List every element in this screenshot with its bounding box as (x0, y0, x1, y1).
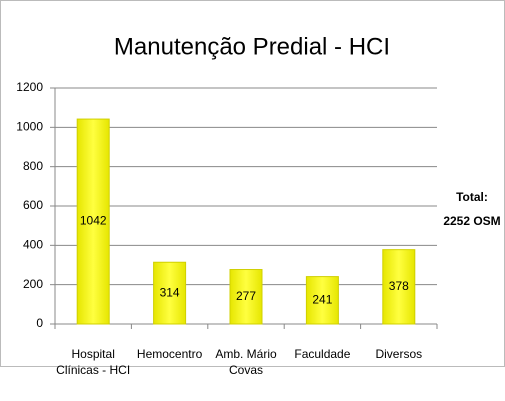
data-label: 1042 (80, 214, 107, 228)
bar (305, 276, 339, 325)
x-tick-label: Faculdade (294, 347, 351, 361)
data-label: 314 (160, 285, 180, 299)
x-tick-label: Hospital Clínicas - HCI (56, 347, 131, 377)
bar (153, 261, 187, 325)
annotation: Total: (456, 190, 488, 204)
y-tick-label: 800 (23, 159, 43, 173)
annotation: 2252 OSM (443, 214, 500, 228)
y-tick-label: 1200 (16, 80, 43, 94)
data-label: 277 (236, 289, 256, 303)
y-tick-label: 600 (23, 198, 43, 212)
y-tick-label: 400 (23, 238, 43, 252)
bar (229, 269, 263, 325)
chart-title: Manutenção Predial - HCI (114, 33, 390, 60)
bar (76, 118, 110, 325)
data-label: 241 (312, 292, 332, 306)
y-tick-label: 1000 (16, 120, 43, 134)
x-tick-label: Hemocentro (136, 347, 203, 361)
x-tick-label: Diversos (375, 347, 423, 361)
data-label: 378 (389, 279, 409, 293)
y-tick-label: 200 (23, 277, 43, 291)
x-tick-label: Amb. Mário Covas (215, 347, 277, 377)
bar (382, 249, 416, 325)
y-tick-label: 0 (36, 316, 43, 330)
